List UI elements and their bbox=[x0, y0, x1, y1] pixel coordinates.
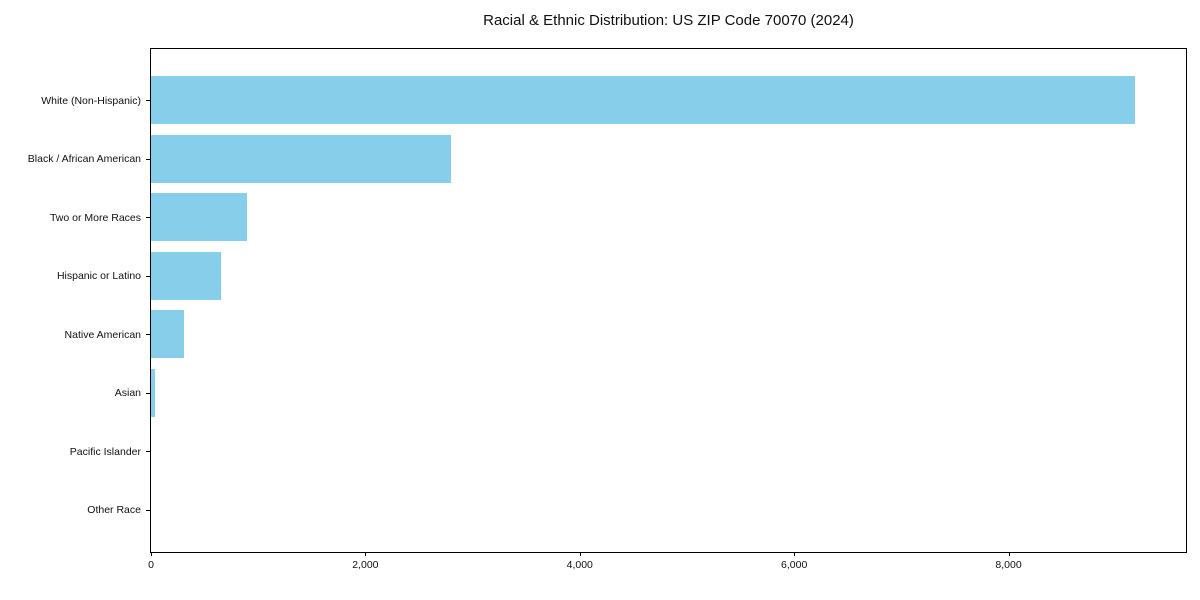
y-tick bbox=[145, 217, 150, 219]
y-tick-label-asian: Asian bbox=[114, 387, 141, 400]
y-tick-label-other-race: Other Race bbox=[87, 504, 141, 517]
chart-title: Racial & Ethnic Distribution: US ZIP Cod… bbox=[483, 12, 854, 29]
y-tick bbox=[145, 451, 150, 453]
bar-white-non-hispanic bbox=[151, 76, 1136, 125]
bar-asian bbox=[151, 368, 156, 417]
y-tick bbox=[145, 158, 150, 160]
bar-hispanic-or-latino bbox=[151, 251, 221, 300]
x-tick bbox=[794, 552, 796, 556]
y-tick bbox=[145, 509, 150, 511]
plot-area: 0 2,000 4,000 6,000 8,000 bbox=[145, 48, 1187, 571]
y-axis-labels: White (Non-Hispanic) Black / African Amer… bbox=[0, 48, 141, 553]
y-tick-label-native-american: Native American bbox=[64, 328, 141, 341]
x-tick-label-8000: 8,000 bbox=[995, 559, 1022, 571]
bar-native-american bbox=[151, 310, 185, 359]
y-tick-label-hispanic-or-latino: Hispanic or Latino bbox=[56, 270, 141, 283]
x-tick-label-4000: 4,000 bbox=[566, 559, 593, 571]
x-tick-label-0: 0 bbox=[148, 559, 154, 571]
bar-black-african-american bbox=[151, 134, 452, 183]
x-tick bbox=[579, 552, 581, 556]
bar-two-or-more-races bbox=[151, 193, 248, 242]
y-tick bbox=[145, 334, 150, 336]
x-tick-label-6000: 6,000 bbox=[781, 559, 808, 571]
y-tick-label-two-or-more-races: Two or More Races bbox=[49, 211, 141, 224]
y-tick bbox=[145, 100, 150, 102]
y-tick bbox=[145, 275, 150, 277]
x-tick bbox=[151, 552, 152, 556]
y-tick bbox=[145, 392, 150, 394]
x-tick-label-2000: 2,000 bbox=[352, 559, 379, 571]
y-tick-label-white-non-hispanic: White (Non-Hispanic) bbox=[41, 94, 141, 107]
y-tick-label-black-african-american: Black / African American bbox=[27, 153, 141, 166]
x-tick bbox=[1008, 552, 1010, 556]
y-tick-label-pacific-islander: Pacific Islander bbox=[69, 445, 141, 458]
x-tick bbox=[365, 552, 367, 556]
